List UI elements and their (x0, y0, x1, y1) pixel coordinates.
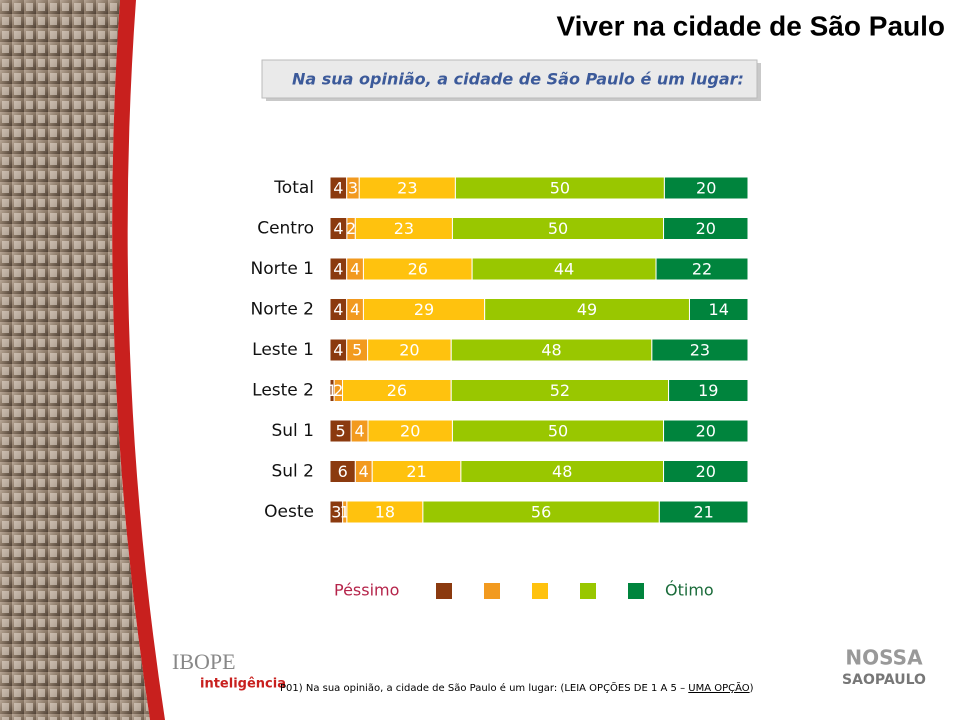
value-label: 26 (408, 260, 428, 279)
value-label: 4 (350, 300, 360, 319)
value-label: 1 (327, 381, 337, 400)
value-label: 3 (348, 179, 358, 198)
question-box (261, 59, 758, 99)
value-label: 21 (693, 503, 713, 522)
category-label: Leste 2 (252, 381, 314, 401)
value-label: 19 (698, 381, 718, 400)
value-label: 2 (346, 219, 356, 238)
value-label: 5 (352, 341, 362, 360)
footnote-end: ) (750, 683, 754, 694)
value-label: 44 (554, 260, 574, 279)
value-label: 50 (550, 179, 570, 198)
category-label: Leste 1 (252, 340, 314, 360)
value-label: 4 (333, 341, 343, 360)
footnote-underlined: UMA OPÇÃO (688, 681, 750, 694)
value-label: 50 (548, 219, 568, 238)
value-label: 18 (375, 503, 395, 522)
bar-segment (663, 217, 749, 240)
legend-swatch (580, 583, 596, 599)
category-label: Oeste (264, 502, 314, 522)
value-label: 29 (414, 300, 434, 319)
legend-low: Péssimo (334, 581, 399, 600)
category-label: Total (273, 178, 314, 198)
value-label: 4 (350, 260, 360, 279)
bar-segment (651, 338, 749, 362)
value-label: 48 (541, 341, 561, 360)
value-label: 20 (399, 341, 419, 360)
value-label: 14 (709, 300, 729, 319)
logo-saopaulo: SAOPAULO (842, 672, 926, 688)
bar-segment (663, 176, 749, 200)
value-label: 21 (406, 462, 426, 481)
legend-high: Ótimo (665, 581, 714, 600)
value-label: 3 (331, 503, 341, 522)
value-label: 4 (333, 260, 343, 279)
logo-ibope: IBOPE (172, 649, 236, 674)
value-label: 1 (340, 503, 350, 522)
category-label: Sul 2 (271, 462, 314, 482)
value-label: 6 (338, 462, 348, 481)
value-label: 23 (690, 341, 710, 360)
value-label: 5 (335, 422, 345, 441)
red-swoosh (112, 0, 165, 720)
category-label: Centro (257, 219, 314, 239)
value-label: 4 (359, 462, 369, 481)
value-label: 56 (531, 503, 551, 522)
value-label: 23 (394, 219, 414, 238)
legend-swatch (436, 583, 452, 599)
value-label: 2 (333, 381, 343, 400)
bar-segment (663, 460, 749, 483)
value-label: 4 (354, 422, 364, 441)
category-label: Norte 2 (251, 300, 314, 320)
logo-ibope-sub: inteligência (200, 677, 286, 692)
value-label: 22 (692, 260, 712, 279)
footnote-text: P01) Na sua opinião, a cidade de São Pau… (280, 681, 688, 694)
bar-segment (655, 257, 749, 281)
legend-swatch (484, 583, 500, 599)
value-label: 52 (550, 381, 570, 400)
value-label: 20 (696, 422, 716, 441)
value-label: 4 (333, 219, 343, 238)
bar-segment (658, 500, 749, 524)
bar-segment (668, 379, 749, 402)
legend-swatch (532, 583, 548, 599)
question: Na sua opinião, a cidade de São Paulo é … (292, 70, 744, 89)
category-label: Norte 1 (251, 259, 314, 279)
value-label: 20 (400, 422, 420, 441)
value-label: 4 (333, 300, 343, 319)
bar-segment (688, 298, 749, 321)
legend-swatch (628, 583, 644, 599)
logo-nossa: NOSSA (845, 646, 923, 670)
value-label: 20 (696, 219, 716, 238)
value-label: 20 (696, 179, 716, 198)
value-label: 23 (397, 179, 417, 198)
value-label: 26 (387, 381, 407, 400)
value-label: 4 (333, 179, 343, 198)
value-label: 50 (548, 422, 568, 441)
title: Viver na cidade de São Paulo (556, 10, 945, 41)
category-label: Sul 1 (271, 421, 314, 441)
footnote: P01) Na sua opinião, a cidade de São Pau… (280, 681, 754, 694)
value-label: 48 (552, 462, 572, 481)
value-label: 20 (696, 462, 716, 481)
value-label: 49 (577, 300, 597, 319)
bar-segment (663, 419, 749, 443)
